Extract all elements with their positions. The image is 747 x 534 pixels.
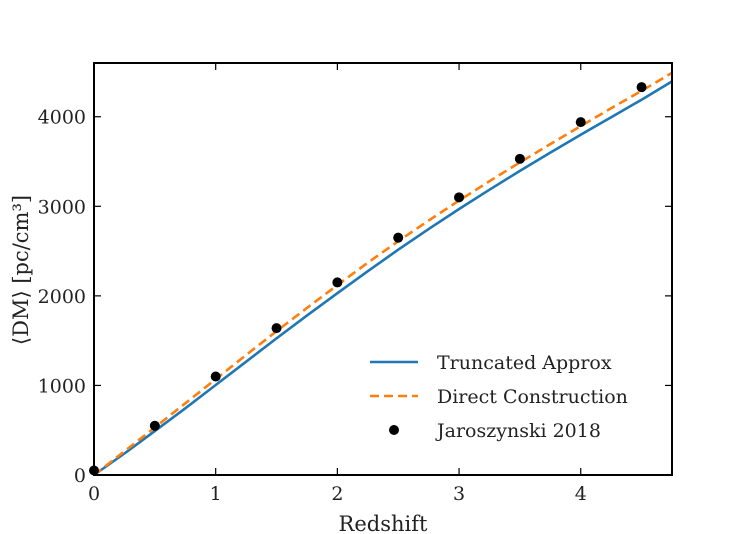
tick-layer: 0 1 2 3 4 0 1000 2000 3000 4000 <box>38 63 672 505</box>
data-point-jaroszynski-2018 <box>210 371 221 382</box>
data-point-jaroszynski-2018 <box>636 82 647 93</box>
data-point-jaroszynski-2018 <box>332 277 343 288</box>
y-tick-label: 3000 <box>38 196 86 218</box>
data-point-jaroszynski-2018 <box>271 323 282 334</box>
x-tick-label: 2 <box>331 483 343 505</box>
data-point-jaroszynski-2018 <box>393 232 404 243</box>
plot-frame <box>93 62 673 476</box>
x-tick-label: 1 <box>210 483 222 505</box>
y-tick-label: 0 <box>74 465 86 487</box>
series-line-direct-construction <box>93 71 673 477</box>
legend-label-direct-construction: Direct Construction <box>437 386 628 408</box>
legend-label-jaroszynski-2018: Jaroszynski 2018 <box>435 420 601 442</box>
legend-marker-jaroszynski-2018 <box>389 425 399 435</box>
legend-label-truncated-approx: Truncated Approx <box>437 352 612 374</box>
y-tick-label: 1000 <box>38 375 86 397</box>
legend: Truncated Approx Direct Construction Jar… <box>370 352 628 442</box>
y-axis-title: ⟨DM⟩ [pc/cm³] <box>9 195 33 345</box>
data-point-jaroszynski-2018 <box>149 420 160 431</box>
x-tick-label: 3 <box>453 483 465 505</box>
y-tick-label: 2000 <box>38 286 86 308</box>
data-point-jaroszynski-2018 <box>575 117 586 128</box>
data-point-jaroszynski-2018 <box>514 153 525 164</box>
x-tick-label: 4 <box>575 483 587 505</box>
x-axis-title: Redshift <box>339 512 428 534</box>
x-tick-label: 0 <box>88 483 100 505</box>
data-point-jaroszynski-2018 <box>454 192 465 203</box>
series-line-truncated-approx <box>93 80 673 477</box>
series-layer <box>89 71 673 477</box>
y-tick-label: 4000 <box>38 107 86 129</box>
